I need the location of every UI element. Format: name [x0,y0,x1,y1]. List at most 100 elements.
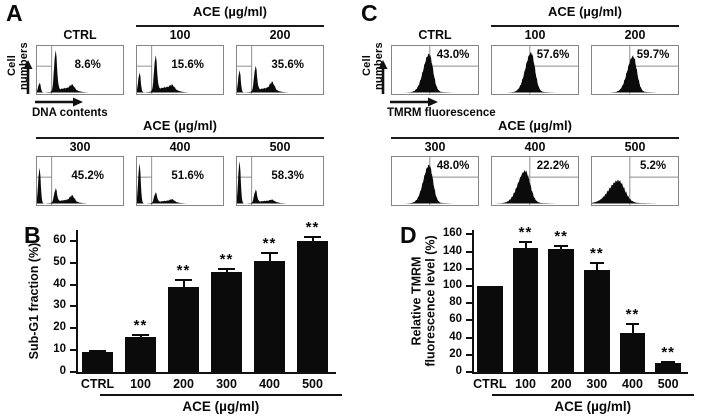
xtick-label-CTRL: CTRL [473,377,507,391]
xtick-label-100: 100 [515,377,536,391]
error-bar-cap-100 [518,241,533,244]
panel_a-hist-200-plot: 35.6% [236,45,324,95]
ytick-mark-20 [466,353,472,356]
yaxis-label-line: Relative TMRM [409,256,424,346]
xtick-label-400: 400 [622,377,643,391]
histogram-curve [592,157,678,205]
error-bar-stem-200 [182,280,185,291]
panel-b-plot-area [76,230,336,374]
up-arrow-icon [23,60,33,94]
panel_a-hist-100-plot: 15.6% [136,45,224,95]
error-bar-stem-400 [268,252,271,265]
ytick-mark-60 [70,239,76,242]
bar-300 [211,271,242,372]
ytick-mark-0 [70,371,76,373]
ytick-mark-50 [70,261,76,264]
panel_c-hist-CTRL-title: CTRL [418,28,452,42]
panel_a-hist-500-percentage: 58.3% [271,170,305,182]
ytick-mark-120 [466,267,472,270]
ytick-mark-80 [466,302,472,305]
error-bar-cap-200 [175,279,192,282]
up-arrow-icon [378,60,388,94]
error-bar-stem-300 [595,262,598,275]
histogram-curve [137,46,223,94]
ytick-label-100: 100 [442,278,462,291]
panel_c-hist-300-percentage: 48.0% [436,160,470,172]
significance-300: ** [219,250,234,268]
ytick-label-40: 40 [449,330,462,343]
panel_a-hist-400-percentage: 51.6% [171,170,205,182]
error-bar-stem-300 [225,268,228,276]
bar-200 [168,286,199,372]
ytick-label-20: 20 [53,321,66,334]
panel-c-letter: C [361,0,378,26]
ytick-label-0: 0 [455,365,462,377]
xtick-label-100: 100 [130,377,151,391]
xtick-label-200: 200 [173,377,194,391]
error-bar-cap-100 [132,334,149,337]
error-bar-cap-500 [304,235,321,238]
xtick-label-400: 400 [259,377,280,391]
ytick-mark-0 [466,371,472,373]
panel_a-hist-200-title: 200 [269,28,291,42]
panel-b-xaxis-label: ACE (µg/ml) [182,399,260,414]
panel-b: B Sub-G1 fraction (%) 0 10 20 30 40 50 60 CTRL ** 1… [18,212,358,417]
histogram-curve [492,46,578,94]
panel_c-hist-300-plot: 48.0% [391,156,479,206]
significance-200: ** [176,262,191,280]
histogram-curve [137,157,223,205]
histogram-curve [37,157,123,205]
panel_a-hist-500-title: 500 [269,140,291,154]
panel_c-hist-100-title: 100 [524,28,546,42]
panel_a-row1-header: ACE (µg/ml) [143,118,217,133]
xtick-label-500: 500 [657,377,679,391]
panel-a: A Cell numbers DNA contents ACE (µg/ml) C… [2,0,355,210]
panel_c-hist-300-title: 300 [424,140,446,154]
panel_c-hist-200-plot: 59.7% [591,45,679,95]
panel_c-hist-400-percentage: 22.2% [536,160,570,172]
panel-d-xaxis-label: ACE (µg/ml) [554,399,632,414]
ytick-label-80: 80 [449,296,462,309]
bar-CTRL [476,285,503,372]
right-arrow-icon [35,97,83,107]
xtick-label-500: 500 [302,377,323,391]
histogram-curve [37,46,123,94]
ytick-label-60: 60 [449,313,462,326]
bar-400 [254,260,285,372]
ytick-label-50: 50 [53,255,66,268]
error-bar-stem-CTRL [96,350,99,357]
error-bar-cap-300 [218,267,235,270]
panel_a-hist-400-plot: 51.6% [136,156,224,206]
error-bar-cap-CTRL [89,349,106,352]
panel_c-row0-header: ACE (µg/ml) [548,4,622,19]
error-bar-cap-300 [589,261,604,264]
panel_a-hist-300-title: 300 [69,140,91,154]
bar-100 [125,337,156,372]
error-bar-stem-500 [667,361,670,368]
histogram-curve [592,46,678,94]
ytick-mark-100 [466,284,472,287]
panel_c-hist-200-title: 200 [624,28,646,42]
panel_c-row0-header-line [491,25,679,27]
error-bar-stem-400 [631,323,634,338]
panel_a-hist-300-percentage: 45.2% [71,170,105,182]
ytick-mark-40 [466,336,472,339]
error-bar-cap-200 [554,245,569,248]
ytick-label-140: 140 [442,244,462,257]
error-bar-stem-100 [524,242,527,253]
error-bar-cap-400 [261,251,278,254]
bar-400 [619,333,646,372]
error-bar-stem-200 [560,246,563,253]
panel_a-hist-500-plot: 58.3% [236,156,324,206]
panel_c-row1-header: ACE (µg/ml) [498,118,572,133]
xtick-label-300: 300 [216,377,237,391]
panel_a-hist-100-title: 100 [169,28,191,42]
ytick-mark-30 [70,305,76,308]
significance-100: ** [518,224,533,242]
panel-d-letter: D [400,222,417,248]
panel_a-row1-header-line [36,137,324,139]
histogram-curve [237,157,323,205]
ytick-label-30: 30 [53,299,66,312]
panel_a-hist-400-title: 400 [169,140,191,154]
bar-100 [512,248,539,372]
